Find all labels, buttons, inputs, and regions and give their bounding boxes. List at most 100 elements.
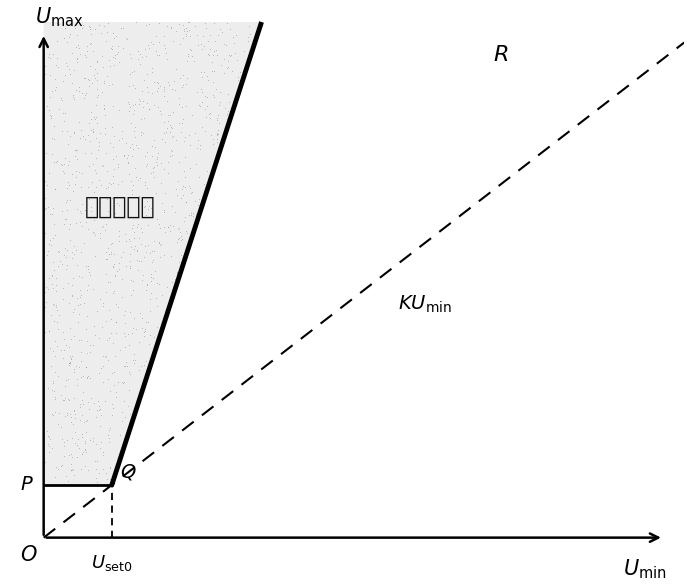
Point [181, 197, 192, 207]
Point [200, 127, 211, 136]
Point [63, 32, 74, 42]
Point [85, 206, 96, 216]
Point [126, 223, 137, 233]
Point [173, 158, 184, 167]
Point [88, 70, 99, 80]
Point [199, 67, 210, 76]
Point [177, 115, 188, 124]
Point [79, 461, 90, 471]
Point [176, 119, 187, 128]
Point [104, 464, 115, 473]
Point [77, 399, 88, 408]
Point [69, 127, 80, 137]
Point [146, 246, 157, 255]
Point [40, 205, 51, 214]
Point [109, 380, 120, 389]
Point [49, 122, 60, 131]
Point [85, 125, 96, 134]
Point [199, 104, 210, 114]
Point [181, 226, 192, 236]
Point [75, 206, 86, 216]
Point [107, 338, 118, 347]
Point [100, 130, 111, 139]
Point [96, 52, 107, 61]
Point [179, 216, 190, 226]
Point [182, 51, 193, 60]
Point [65, 30, 76, 39]
Point [69, 94, 80, 103]
Point [143, 104, 154, 114]
Point [102, 254, 113, 263]
Point [156, 239, 167, 248]
Point [242, 32, 253, 42]
Point [69, 145, 80, 155]
Point [159, 40, 170, 49]
Point [124, 256, 135, 265]
Point [155, 253, 166, 262]
Point [183, 49, 194, 58]
Point [97, 161, 108, 171]
Point [177, 235, 188, 244]
Point [118, 379, 129, 388]
Point [127, 286, 138, 295]
Point [67, 434, 78, 443]
Point [104, 437, 115, 447]
Point [74, 168, 85, 177]
Point [42, 285, 53, 294]
Point [63, 374, 74, 383]
Point [169, 207, 180, 216]
Point [97, 351, 108, 360]
Point [111, 329, 122, 338]
Point [140, 161, 151, 171]
Point [106, 400, 117, 409]
Point [173, 223, 184, 233]
Point [140, 247, 151, 257]
Point [224, 24, 235, 33]
Point [152, 152, 163, 161]
Point [166, 146, 177, 156]
Point [64, 156, 75, 166]
Point [109, 164, 120, 173]
Point [117, 274, 128, 284]
Point [49, 473, 60, 482]
Point [85, 107, 96, 117]
Point [58, 451, 69, 461]
Point [82, 224, 93, 234]
Point [94, 141, 105, 150]
Point [127, 277, 138, 286]
Point [57, 284, 68, 293]
Point [213, 125, 224, 135]
Point [73, 318, 84, 327]
Point [100, 397, 111, 406]
Point [103, 430, 114, 440]
Point [77, 222, 88, 231]
Point [157, 316, 168, 325]
Point [91, 69, 102, 78]
Point [132, 175, 143, 185]
Point [150, 188, 161, 197]
Point [60, 340, 71, 349]
Point [113, 303, 124, 312]
Point [225, 104, 236, 113]
Point [85, 23, 95, 32]
Point [89, 229, 100, 238]
Point [162, 78, 173, 87]
Point [51, 462, 62, 472]
Point [223, 89, 234, 98]
Point [101, 183, 112, 193]
Point [177, 103, 188, 112]
Point [178, 25, 189, 34]
Point [140, 318, 151, 327]
Point [56, 159, 67, 168]
Point [47, 376, 58, 386]
Point [92, 57, 103, 66]
Point [38, 475, 49, 484]
Point [42, 202, 53, 211]
Point [98, 104, 109, 114]
Point [69, 405, 80, 414]
Point [108, 288, 119, 298]
Point [133, 220, 144, 229]
Point [153, 280, 164, 289]
Point [74, 403, 85, 412]
Point [99, 78, 110, 87]
